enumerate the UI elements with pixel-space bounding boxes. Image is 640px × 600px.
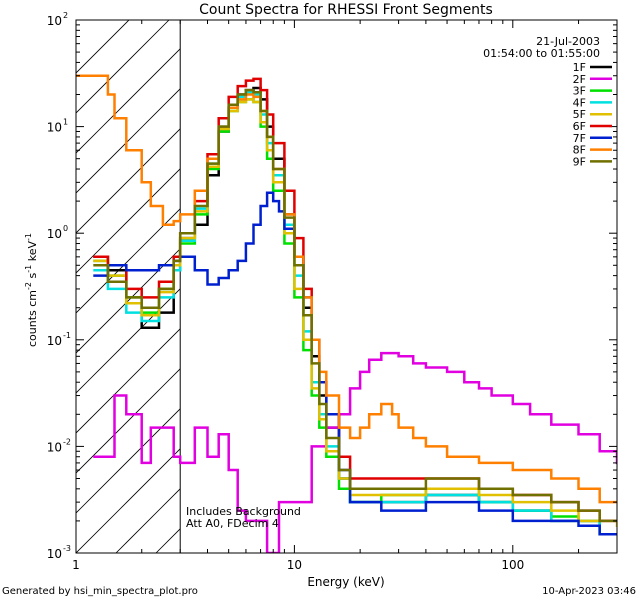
legend-label-8f: 8F xyxy=(573,144,586,157)
y-tick-exponent: 1 xyxy=(63,118,68,127)
hatch-line xyxy=(76,408,181,514)
y-axis-label: counts cm-2 s-1 keV-1 xyxy=(24,233,39,347)
series-line-9f xyxy=(93,88,617,523)
hatch-line xyxy=(476,20,640,553)
plot-frame xyxy=(75,19,618,554)
x-tick-label: 100 xyxy=(501,558,524,572)
y-tick-exponent: -3 xyxy=(63,544,71,553)
series-line-2f xyxy=(93,351,617,553)
series-line-7f xyxy=(93,191,617,536)
series-line-8f xyxy=(76,74,617,504)
x-axis-label: Energy (keV) xyxy=(307,575,384,589)
y-tick-exponent: 0 xyxy=(63,224,68,233)
hatch-line xyxy=(76,88,181,194)
chart-title: Count Spectra for RHESSI Front Segments xyxy=(199,2,493,18)
hatch-line xyxy=(316,20,640,553)
hatch-line xyxy=(76,48,181,154)
legend-label-2f: 2F xyxy=(573,73,586,86)
hatch-line xyxy=(115,488,181,553)
y-tick-label: 10 xyxy=(47,227,62,241)
y-tick-label: 10 xyxy=(47,334,62,348)
hatch-line xyxy=(436,20,640,553)
legend-label-6f: 6F xyxy=(573,120,586,133)
legend-label-9f: 9F xyxy=(573,155,586,168)
time-range-label: 01:54:00 to 01:55:00 xyxy=(483,47,600,60)
date-label: 21-Jul-2003 xyxy=(536,35,600,48)
hatched-region xyxy=(76,20,640,553)
legend-label-4f: 4F xyxy=(573,96,586,109)
legend-label-3f: 3F xyxy=(573,85,586,98)
hatch-line xyxy=(76,20,170,114)
series-layer xyxy=(76,74,617,553)
y-tick-label: 10 xyxy=(47,547,62,561)
hatch-line xyxy=(636,20,640,553)
x-tick-label: 1 xyxy=(72,558,80,572)
legend-label-7f: 7F xyxy=(573,132,586,145)
series-line-6f xyxy=(93,77,617,523)
y-tick-exponent: -2 xyxy=(63,437,71,446)
y-tick-exponent: -1 xyxy=(63,331,71,340)
legend-label-1f: 1F xyxy=(573,61,586,74)
hatch-line xyxy=(76,368,181,474)
hatch-line xyxy=(596,20,640,553)
x-tick-label: 10 xyxy=(287,558,302,572)
hatch-line xyxy=(396,20,640,553)
hatch-line xyxy=(76,168,181,274)
hatch-line xyxy=(556,20,640,553)
series-line-1f xyxy=(93,86,617,536)
footer-timestamp: 10-Apr-2023 03:46 xyxy=(542,586,636,597)
y-tick-label: 10 xyxy=(47,121,62,135)
hatch-line xyxy=(76,20,130,74)
annotation-attenuator: Att A0, FDecim 4 xyxy=(186,517,279,530)
legend-label-5f: 5F xyxy=(573,108,586,121)
hatch-line xyxy=(76,288,181,394)
annotation-background: Includes Background xyxy=(186,505,301,518)
hatch-line xyxy=(76,248,181,354)
hatch-line xyxy=(76,208,181,314)
hatch-line xyxy=(356,20,640,553)
footer-generated-by: Generated by hsi_min_spectra_plot.pro xyxy=(2,586,198,597)
y-tick-exponent: 2 xyxy=(63,11,68,20)
hatch-lines xyxy=(76,20,640,553)
y-tick-label: 10 xyxy=(47,440,62,454)
hatch-line xyxy=(76,448,181,553)
y-tick-label: 10 xyxy=(47,14,62,28)
